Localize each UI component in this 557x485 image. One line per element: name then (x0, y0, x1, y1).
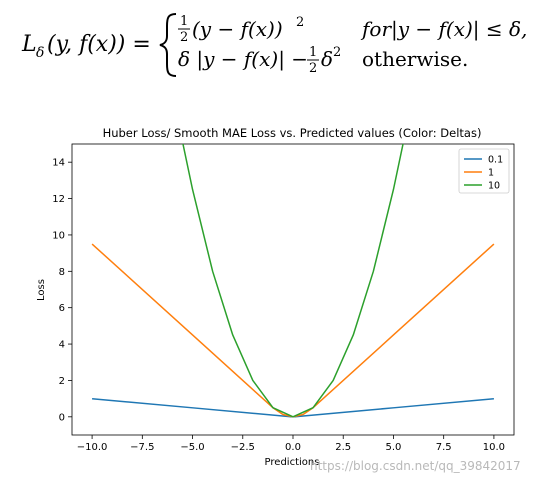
y-tick-label: 12 (52, 194, 65, 205)
formula-case2-power: 2 (333, 45, 341, 60)
formula-lhs-subscript: δ (36, 45, 44, 61)
formula-lhs-args: (y, f(x)) = (47, 32, 151, 57)
series-line-delta-10 (182, 144, 404, 418)
legend-label: 1 (488, 168, 494, 179)
x-tick-label: 10.0 (483, 442, 505, 453)
formula-lhs-symbol: L (21, 32, 37, 57)
y-tick-label: 14 (52, 158, 65, 169)
formula-case2-condition: otherwise. (362, 47, 468, 71)
x-tick-label: 2.5 (335, 442, 351, 453)
legend: 0.1 1 10 (458, 148, 510, 194)
formula-case2-expr: δ |y − f(x)| − (178, 47, 308, 72)
x-tick-label: −5.0 (180, 442, 204, 453)
formula-case2-frac-den: 2 (309, 61, 317, 76)
formula-case2-delta: δ (321, 47, 333, 71)
y-tick-label: 8 (59, 267, 65, 278)
formula-case1-condition: for|y − f(x)| ≤ δ, (360, 17, 527, 42)
x-tick-label: 0.0 (285, 442, 301, 453)
x-axis: −10.0 −7.5 −5.0 −2.5 0.0 2.5 5.0 7.5 10.0 (77, 435, 505, 453)
x-tick-label: 5.0 (386, 442, 402, 453)
formula-case1-power: 2 (296, 15, 304, 30)
y-axis: 0 2 4 6 8 10 12 14 (52, 158, 72, 423)
y-tick-label: 0 (59, 412, 65, 423)
formula-case1-frac-den: 2 (180, 30, 188, 45)
chart-title: Huber Loss/ Smooth MAE Loss vs. Predicte… (103, 126, 482, 140)
y-tick-label: 2 (59, 376, 65, 387)
huber-loss-formula: L δ (y, f(x)) = 1 2 (y − f(x)) 2 for|y −… (21, 13, 527, 77)
legend-label: 0.1 (488, 155, 503, 166)
x-tick-label: 7.5 (436, 442, 452, 453)
formula-brace (159, 13, 177, 77)
y-tick-label: 10 (52, 230, 65, 241)
formula-case2-frac-num: 1 (309, 45, 317, 60)
legend-box (458, 148, 510, 194)
y-axis-label: Loss (36, 279, 47, 301)
watermark: https://blog.csdn.net/qq_39842017 (310, 459, 521, 473)
formula-case1-expr: (y − f(x)) (192, 17, 283, 41)
series-layer (91, 144, 495, 418)
legend-label: 10 (488, 181, 500, 192)
x-tick-label: −2.5 (231, 442, 255, 453)
x-tick-label: −10.0 (77, 442, 108, 453)
x-axis-label: Predictions (265, 457, 320, 468)
x-tick-label: −7.5 (130, 442, 154, 453)
plot-area (71, 143, 515, 436)
y-tick-label: 6 (59, 303, 65, 314)
formula-case1-frac-num: 1 (180, 14, 188, 29)
y-tick-label: 4 (59, 340, 65, 351)
